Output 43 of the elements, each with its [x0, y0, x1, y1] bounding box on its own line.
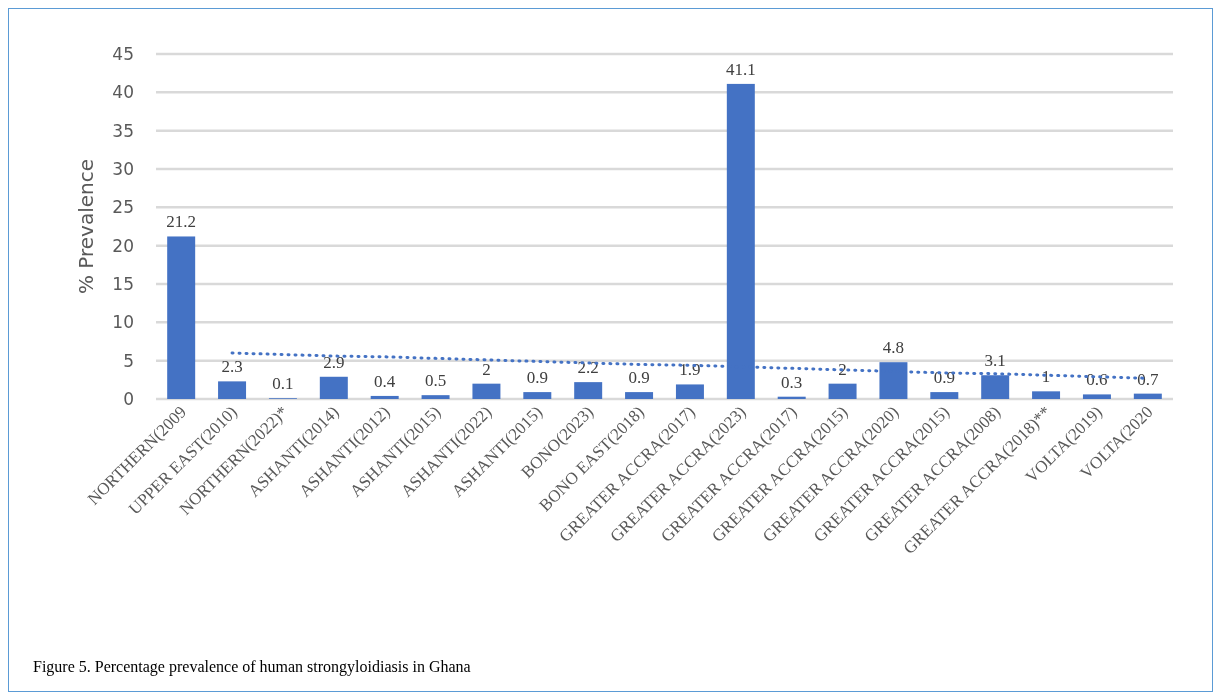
- y-tick-label: 0: [123, 388, 134, 409]
- data-label: 0.9: [526, 368, 548, 388]
- caption: Figure 5. Percentage prevalence of human strongyloidiasis in Ghana: [33, 658, 471, 676]
- data-label: 41.1: [725, 59, 756, 79]
- data-label: 0.9: [628, 368, 650, 388]
- data-label: 0.4: [374, 371, 396, 391]
- y-axis-title: % Prevalence: [74, 158, 98, 295]
- bar: [625, 392, 654, 399]
- data-label: 0.1: [272, 374, 294, 394]
- data-label: 4.8: [882, 338, 905, 358]
- y-tick-label: 5: [123, 350, 134, 371]
- y-tick-label: 30: [112, 158, 134, 179]
- data-label: 3.1: [984, 351, 1006, 371]
- data-label: 2.3: [221, 357, 243, 377]
- bar: [319, 376, 348, 399]
- data-label: 2: [838, 359, 847, 379]
- y-tick-label: 20: [112, 235, 134, 256]
- bar: [523, 392, 552, 399]
- data-label: 0.5: [424, 371, 447, 391]
- y-tick-label: 45: [112, 43, 134, 64]
- y-tick-label: 15: [112, 273, 134, 294]
- bar: [167, 236, 196, 399]
- bar: [370, 395, 399, 399]
- y-tick-label: 10: [112, 312, 134, 333]
- bar: [218, 381, 247, 399]
- bar: [574, 382, 603, 399]
- bar: [472, 383, 501, 399]
- y-tick-label: 25: [112, 197, 134, 218]
- bar: [421, 395, 450, 399]
- bar: [1032, 391, 1061, 399]
- data-label: 1: [1041, 367, 1051, 387]
- data-label: 2: [482, 359, 491, 379]
- bar: [930, 392, 959, 399]
- data-label: 0.7: [1137, 369, 1159, 389]
- y-tick-label: 40: [112, 82, 134, 103]
- bar: [1082, 394, 1111, 399]
- bar: [828, 383, 857, 399]
- bar: [675, 384, 704, 399]
- data-label: 0.3: [781, 372, 803, 392]
- bar: [1133, 393, 1162, 399]
- y-tick-label: 35: [112, 120, 134, 141]
- data-label: 2.9: [323, 352, 345, 372]
- data-label: 21.2: [166, 212, 197, 232]
